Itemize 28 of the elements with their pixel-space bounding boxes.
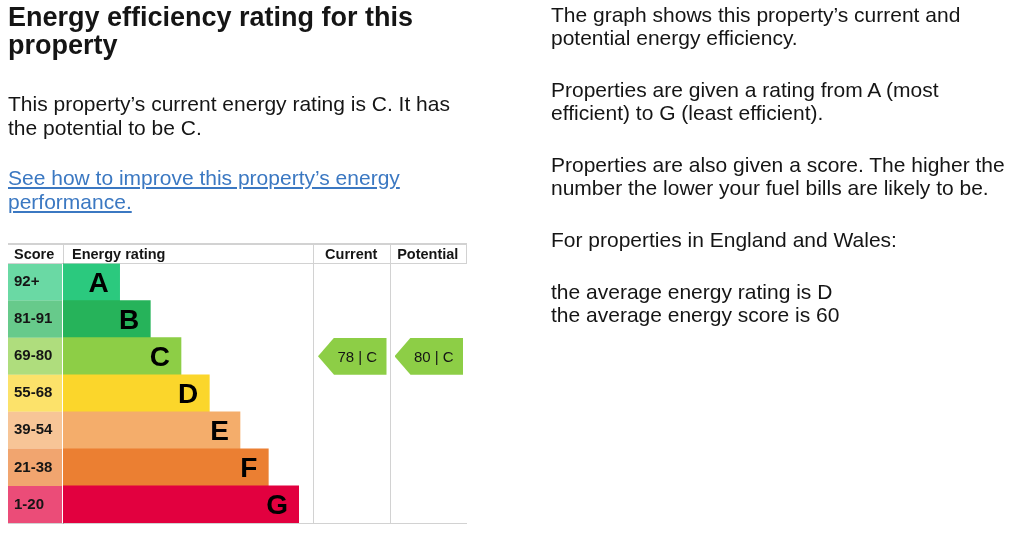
y-axis-title: Score [14,245,55,264]
text: the average energy rating is D the average energy score is 60 [551,280,841,326]
annotation: F [240,452,258,484]
annotation: A [88,266,109,298]
y-tick-label: 92+ [14,272,40,290]
chart-title: Energy efficiency rating for this property [8,2,415,60]
text: For properties in England and Wales: [551,228,898,251]
y-tick-label: 81-91 [14,309,53,327]
text: The graph shows this property’s current and potential energy efficiency. [551,3,962,49]
text: Properties are also given a score. The higher the number the lower your fuel bills are likely to be. [551,153,1006,199]
y-tick-label: 55-68 [14,383,53,401]
chart-subtitle: This property’s current energy rating is C. It has the potential to be C. [8,92,451,140]
text: See how to improve this property’s energy performance. [8,166,400,213]
annotation: C [149,340,170,372]
annotation: G [266,489,288,521]
text: Properties are given a rating from A (most efficient) to G (least efficient). [551,78,940,124]
arrow-tag: 78 | C [318,337,387,375]
annotation: D [178,377,199,409]
y-tick-label: 69-80 [14,346,53,364]
x-axis-title: Energy rating [72,245,166,264]
y-tick-label: 1-20 [14,494,45,512]
y-tick-label: 21-38 [14,457,53,475]
annotation: E [210,415,229,447]
y-tick-label: 39-54 [14,420,54,438]
text: Current [324,245,379,264]
annotation: B [119,303,140,335]
arrow-tag: 80 | C [394,337,463,375]
text: Potential [396,245,460,264]
